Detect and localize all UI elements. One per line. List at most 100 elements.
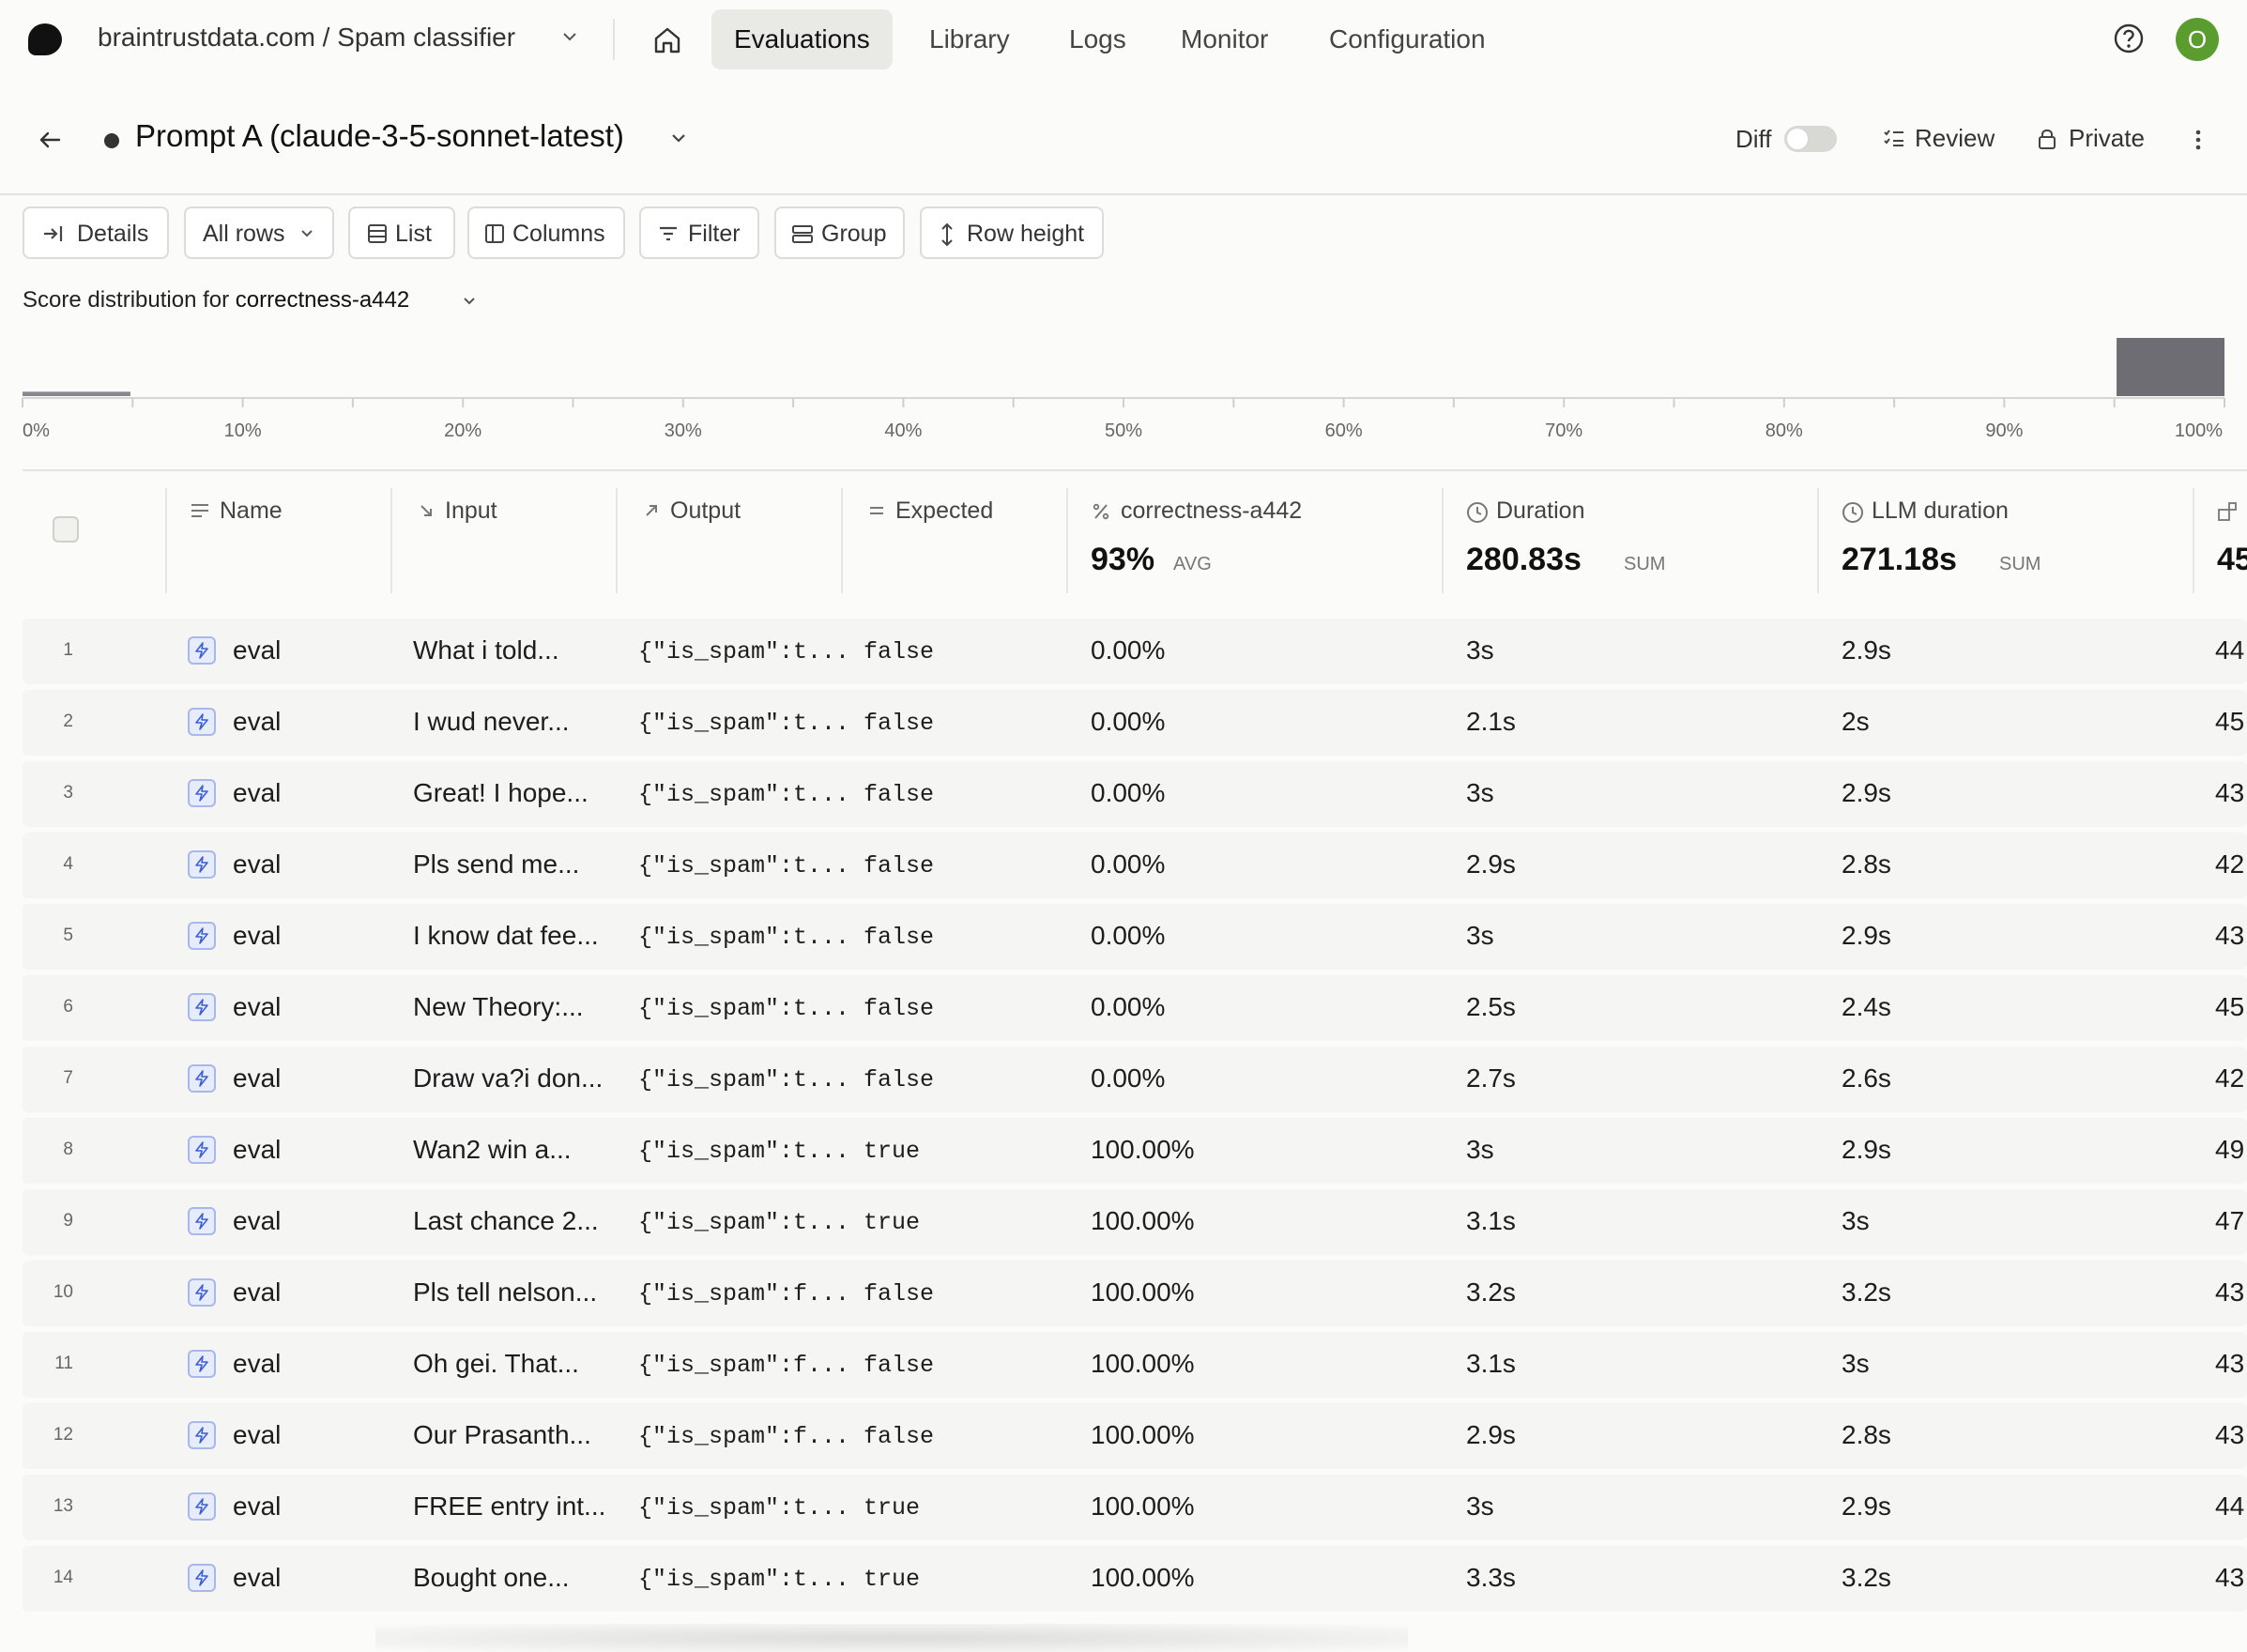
table-toolbar: Details All rows List Columns Filter Gro… — [0, 206, 2247, 263]
column-header-output[interactable]: Output — [642, 490, 839, 593]
table-row[interactable]: 3 eval Great! I hope... {"is_spam":t... fals… — [23, 761, 2247, 827]
cell-expected: false — [864, 1423, 935, 1450]
cell-output: {"is_spam":t... — [638, 1066, 850, 1094]
all-rows-dropdown[interactable]: All rows — [184, 206, 334, 259]
column-header-expected[interactable]: Expected — [867, 490, 1064, 593]
column-header-duration[interactable]: Duration 280.83s SUM — [1466, 490, 1823, 593]
cell-duration: 3.2s — [1466, 1277, 1516, 1307]
columns-button[interactable]: Columns — [467, 206, 625, 259]
score-distribution-label[interactable]: Score distribution for correctness-a442 — [23, 287, 409, 314]
cell-output: {"is_spam":f... — [638, 1280, 850, 1308]
row-index: 8 — [63, 1140, 73, 1159]
histogram-bar[interactable] — [23, 391, 130, 396]
cell-name: eval — [233, 778, 282, 807]
diff-toggle[interactable] — [1784, 126, 1837, 152]
cell-expected: false — [864, 1066, 935, 1094]
duration-aggregate-value: 280.83s — [1466, 542, 1582, 577]
select-all-checkbox[interactable] — [53, 516, 79, 543]
cell-correctness: 0.00% — [1091, 921, 1166, 950]
chevron-down-icon[interactable] — [559, 26, 580, 47]
cell-llm-duration: 3.2s — [1842, 1277, 1891, 1307]
row-height-button[interactable]: Row height — [920, 206, 1104, 259]
percent-icon — [1093, 503, 1109, 520]
table-row[interactable]: 4 eval Pls send me... {"is_spam":t... false 0… — [23, 833, 2247, 898]
table-row[interactable]: 13 eval FREE entry int... {"is_spam":t... tr… — [23, 1475, 2247, 1540]
cell-name: eval — [233, 992, 282, 1021]
chevron-down-icon[interactable] — [459, 291, 480, 312]
bolt-icon — [188, 1207, 216, 1235]
chevron-down-icon — [301, 230, 313, 237]
table-row[interactable]: 2 eval I wud never... {"is_spam":t... false 0… — [23, 690, 2247, 756]
private-button[interactable]: Private — [2037, 118, 2159, 158]
cell-duration: 2.7s — [1466, 1063, 1516, 1093]
table-row[interactable]: 9 eval Last chance 2... {"is_spam":t... true… — [23, 1189, 2247, 1255]
cell-expected: false — [864, 852, 935, 880]
arrows-vertical-icon — [941, 222, 953, 247]
cell-correctness: 100.00% — [1091, 1135, 1195, 1164]
bolt-icon — [188, 779, 216, 807]
nav-monitor[interactable]: Monitor — [1181, 24, 1269, 54]
table-row[interactable]: 7 eval Draw va?i don... {"is_spam":t... fals… — [23, 1047, 2247, 1112]
cell-input: Great! I hope... — [413, 778, 588, 807]
cell-llm-duration: 2.9s — [1842, 635, 1891, 665]
score-distribution-prefix: Score distribution for — [23, 287, 230, 313]
llm-duration-aggregate-value: 271.18s — [1842, 542, 1957, 577]
cell-name: eval — [233, 1277, 282, 1307]
diff-label: Diff — [1735, 125, 1772, 153]
nav-evaluations[interactable]: Evaluations — [711, 9, 893, 69]
experiment-title[interactable]: Prompt A (claude-3-5-sonnet-latest) — [135, 118, 624, 153]
nav-library[interactable]: Library — [929, 24, 1010, 54]
divider — [613, 19, 615, 60]
cell-duration: 3.3s — [1466, 1563, 1516, 1592]
nav-logs[interactable]: Logs — [1069, 24, 1126, 54]
user-avatar[interactable]: O — [2176, 18, 2219, 61]
histogram-bar[interactable] — [2117, 338, 2224, 396]
project-switcher-label[interactable]: braintrustdata.com / Spam classifier — [98, 23, 516, 52]
column-llm-duration-label: LLM duration — [1872, 497, 2009, 524]
cell-input: I know dat fee... — [413, 921, 599, 950]
text-icon — [191, 504, 208, 517]
table-row[interactable]: 12 eval Our Prasanth... {"is_spam":f... fals… — [23, 1403, 2247, 1469]
bolt-icon — [188, 1278, 216, 1307]
details-button[interactable]: Details — [23, 206, 169, 259]
cell-input: Oh gei. That... — [413, 1349, 579, 1378]
table-row[interactable]: 10 eval Pls tell nelson... {"is_spam":f... f… — [23, 1261, 2247, 1326]
table-row[interactable]: 1 eval What i told... {"is_spam":t... false 0… — [23, 619, 2247, 684]
review-button[interactable]: Review — [1883, 118, 2005, 158]
cell-output: {"is_spam":t... — [638, 1138, 850, 1165]
table-row[interactable]: 8 eval Wan2 win a... {"is_spam":t... true 100… — [23, 1118, 2247, 1184]
group-button[interactable]: Group — [774, 206, 905, 259]
more-options-icon[interactable] — [2187, 124, 2209, 156]
bolt-icon — [188, 1136, 216, 1164]
cell-expected: true — [864, 1209, 921, 1236]
nav-configuration[interactable]: Configuration — [1329, 24, 1486, 54]
clock-icon — [1842, 502, 1863, 523]
arrow-left-icon[interactable] — [34, 124, 66, 156]
column-header-input[interactable]: Input — [417, 490, 614, 593]
cell-tokens: 43 — [2215, 921, 2245, 950]
table-row[interactable]: 6 eval New Theory:... {"is_spam":t... false 0… — [23, 975, 2247, 1041]
cell-name: eval — [233, 1349, 282, 1378]
list-view-button[interactable]: List — [348, 206, 455, 259]
table-row[interactable]: 11 eval Oh gei. That... {"is_spam":f... fals… — [23, 1332, 2247, 1398]
column-expected-label: Expected — [895, 497, 994, 524]
table-row[interactable]: 14 eval Bought one... {"is_spam":t... true 10… — [23, 1546, 2247, 1612]
braintrust-logo[interactable] — [28, 23, 62, 55]
cell-output: {"is_spam":t... — [638, 781, 850, 808]
chevron-down-icon[interactable] — [666, 126, 691, 150]
column-header-name[interactable]: Name — [190, 490, 387, 593]
column-header-correctness[interactable]: correctness-a442 93% AVG — [1091, 490, 1447, 593]
table-row[interactable]: 5 eval I know dat fee... {"is_spam":t... fal… — [23, 904, 2247, 970]
cell-tokens: 47 — [2215, 1206, 2245, 1235]
filter-label: Filter — [688, 221, 741, 247]
home-icon[interactable] — [650, 23, 685, 58]
cell-name: eval — [233, 1206, 282, 1235]
row-index: 6 — [63, 997, 73, 1017]
column-header-llm-duration[interactable]: LLM duration 271.18s SUM — [1842, 490, 2198, 593]
cell-name: eval — [233, 707, 282, 736]
help-icon[interactable] — [2111, 21, 2147, 56]
cell-name: eval — [233, 921, 282, 950]
column-header-tokens[interactable]: 45 — [2217, 490, 2247, 593]
filter-button[interactable]: Filter — [639, 206, 759, 259]
select-all-column — [23, 490, 163, 593]
